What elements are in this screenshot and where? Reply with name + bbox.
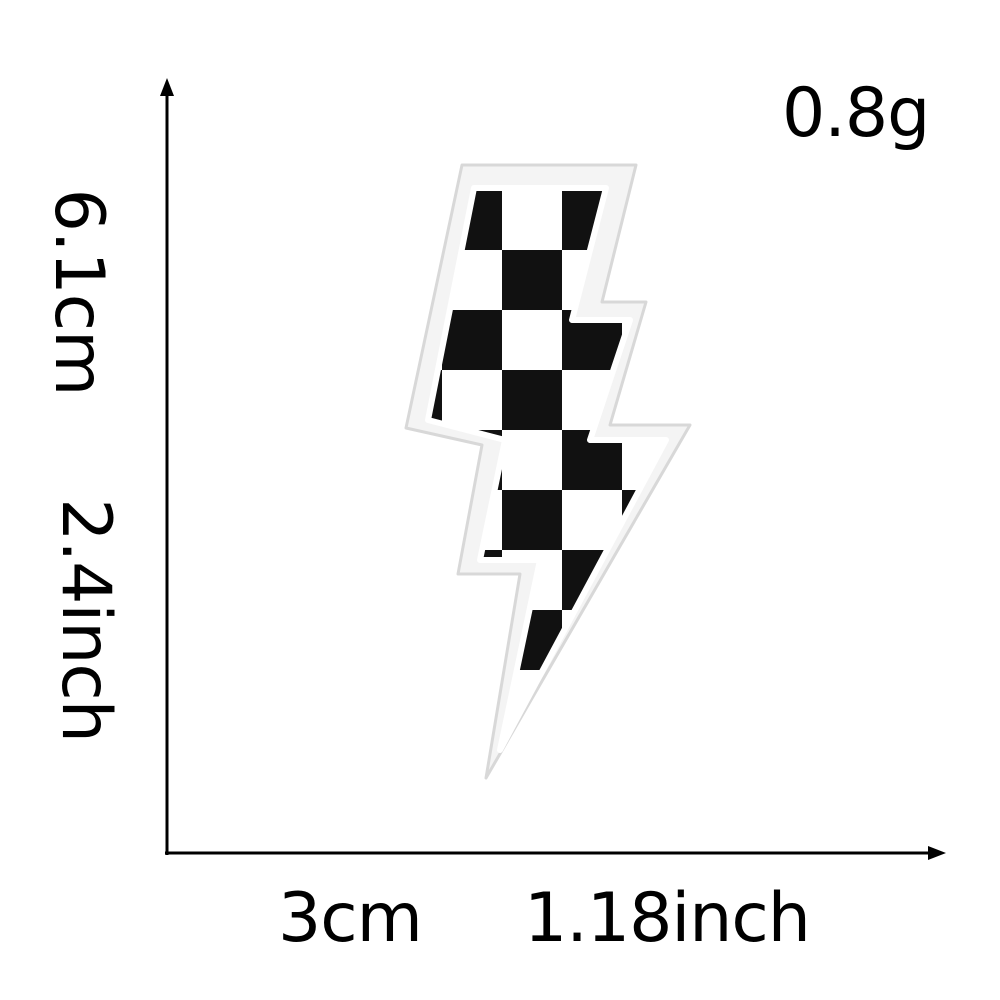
- weight-label: 0.8g: [782, 74, 930, 153]
- height-imperial-label: 2.4inch: [46, 498, 125, 742]
- axes: [160, 78, 946, 860]
- horizontal-axis-arrow-icon: [928, 846, 946, 860]
- height-metric-label: 6.1cm: [39, 188, 118, 396]
- width-metric-label: 3cm: [278, 879, 423, 958]
- vertical-axis-arrow-icon: [160, 78, 174, 96]
- lightning-bolt-patch-icon: [404, 163, 692, 780]
- width-imperial-label: 1.18inch: [524, 879, 811, 958]
